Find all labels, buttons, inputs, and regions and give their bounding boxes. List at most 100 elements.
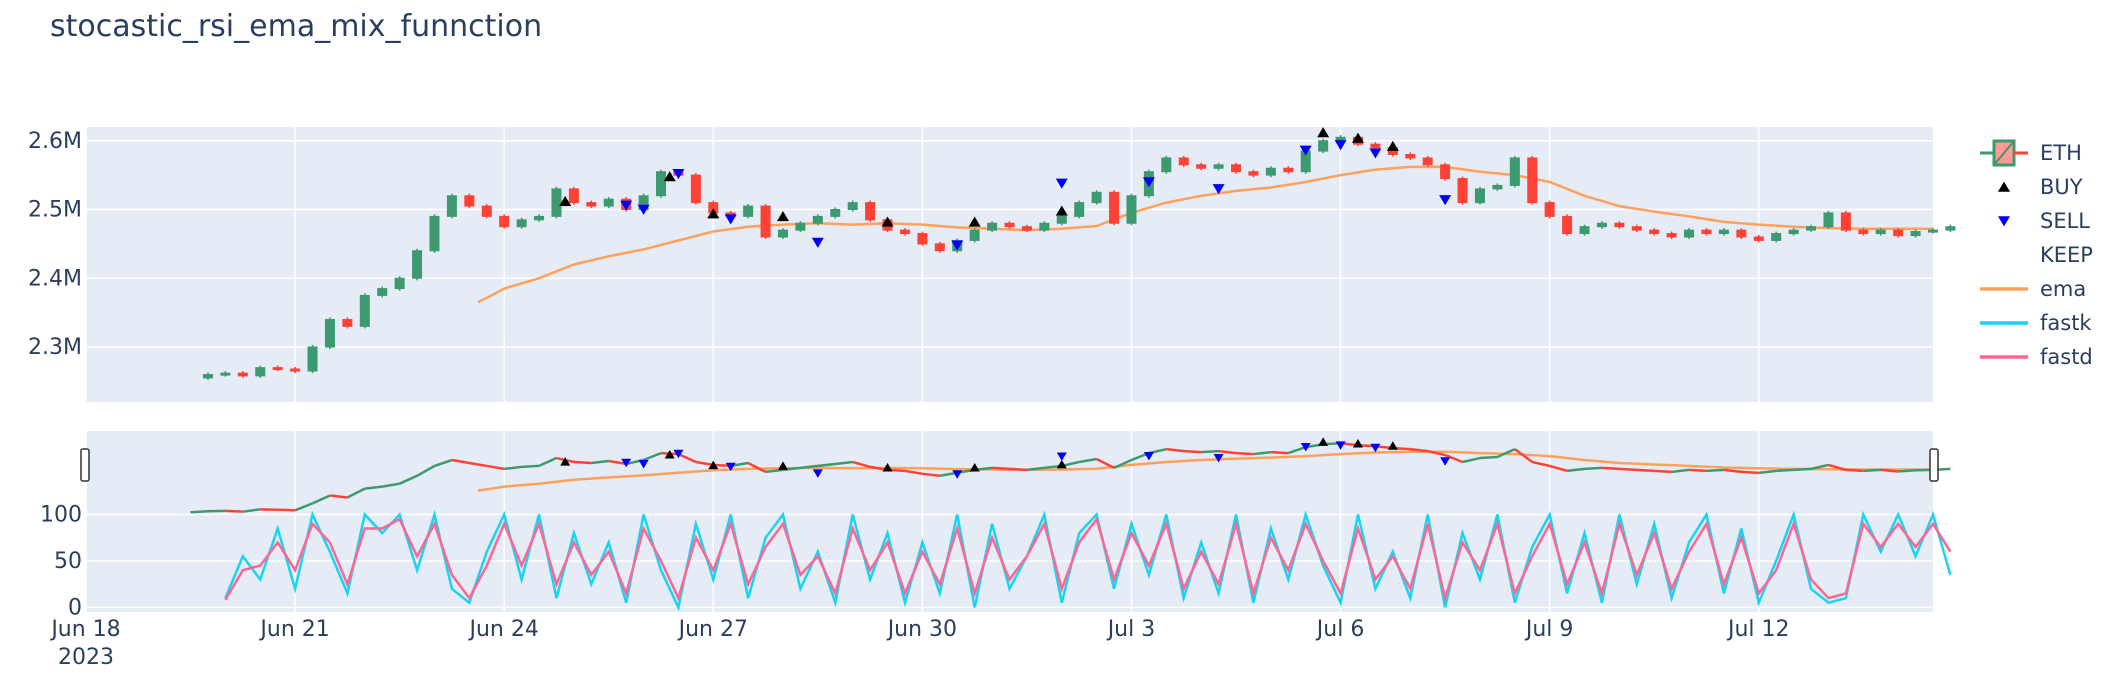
eth-candle-body xyxy=(1788,229,1799,235)
eth-candle-body xyxy=(865,202,876,221)
eth-candle-body xyxy=(812,215,823,224)
eth-candle-body xyxy=(1283,167,1294,173)
eth-overlay-segment xyxy=(765,468,784,474)
eth-overlay-segment xyxy=(1201,449,1219,454)
eth-candle-body xyxy=(1736,229,1747,238)
eth-overlay-segment xyxy=(1636,468,1655,473)
eth-candle-body xyxy=(1614,222,1625,228)
eth-overlay-segment xyxy=(1619,467,1637,472)
eth-overlay-segment xyxy=(190,510,209,514)
eth-overlay-segment xyxy=(1183,449,1202,454)
eth-candle-body xyxy=(1265,167,1276,176)
eth-candle-body xyxy=(324,319,335,348)
eth-candle-body xyxy=(1004,222,1015,228)
eth-candle-body xyxy=(446,195,457,217)
eth-overlay-segment xyxy=(1776,468,1794,473)
eth-candle-body xyxy=(1370,143,1381,149)
eth-overlay-segment xyxy=(225,509,243,513)
eth-candle-body xyxy=(1649,229,1660,235)
eth-overlay-segment xyxy=(1410,447,1428,453)
eth-overlay-segment xyxy=(1584,466,1603,471)
x-axis: Jun 18 2023 Jun 21 Jun 24 Jun 27 Jun 30 Jul 3 J… xyxy=(49,617,1789,670)
eth-candle-body xyxy=(1248,171,1259,176)
eth-overlay-segment xyxy=(434,458,453,468)
eth-candle-body xyxy=(1771,233,1782,241)
range-slider-right-handle[interactable] xyxy=(1929,448,1939,482)
sell-marker xyxy=(811,237,824,248)
eth-candle-body xyxy=(1422,157,1433,166)
eth-candle-body xyxy=(551,188,562,217)
legend-sell-symbol xyxy=(1998,216,2010,227)
buy-marker xyxy=(663,171,676,182)
buy-marker xyxy=(1317,127,1330,138)
eth-overlay-segment xyxy=(1880,468,1899,473)
eth-overlay-segment xyxy=(399,474,418,485)
eth-candle-body xyxy=(743,205,754,217)
sell-marker xyxy=(1369,148,1382,159)
eth-overlay-segment xyxy=(1793,467,1812,472)
eth-candle-body xyxy=(1318,140,1329,152)
sell-overlay-marker xyxy=(1300,442,1311,452)
sell-marker xyxy=(1299,145,1312,156)
eth-candle-body xyxy=(690,174,701,204)
sell-marker xyxy=(951,240,964,251)
eth-candle-body xyxy=(1405,154,1416,159)
eth-overlay-segment xyxy=(677,452,697,464)
eth-candle-body xyxy=(1109,191,1120,224)
buy-marker xyxy=(707,208,720,219)
eth-candle-body xyxy=(1440,164,1451,180)
price-y-tick-label: 2.6M xyxy=(28,129,82,154)
eth-overlay-segment xyxy=(242,508,261,513)
eth-candle-body xyxy=(603,198,614,207)
price-panel-background xyxy=(86,127,1933,402)
eth-overlay-segment xyxy=(1270,450,1289,455)
eth-candle-body xyxy=(1126,195,1137,224)
sell-marker xyxy=(637,204,650,215)
sell-overlay-marker xyxy=(1213,454,1224,463)
eth-overlay-segment xyxy=(1828,463,1847,472)
eth-candle-body xyxy=(1666,233,1677,238)
eth-candle-body xyxy=(1596,222,1607,228)
eth-candle-body xyxy=(1091,191,1102,204)
eth-overlay-segment xyxy=(1078,457,1097,464)
eth-overlay-segment xyxy=(643,451,662,462)
eth-overlay-segment xyxy=(1287,446,1307,455)
eth-candle-body xyxy=(1631,226,1642,231)
eth-candle-body xyxy=(1457,178,1468,204)
legend-entry-label: fastk xyxy=(2040,311,2092,335)
eth-overlay-segment xyxy=(904,469,923,476)
eth-candle-body xyxy=(1875,229,1886,235)
eth-candle-body xyxy=(202,374,213,379)
eth-candle-body xyxy=(777,229,788,238)
range-slider-left-handle[interactable] xyxy=(80,448,90,482)
eth-candle-body xyxy=(464,195,475,207)
legend-entry-label: KEEP xyxy=(2040,243,2093,267)
eth-candle-body xyxy=(795,222,806,231)
legend-entry-label: BUY xyxy=(2040,175,2083,199)
eth-overlay-segment xyxy=(992,466,1010,471)
eth-candle-body xyxy=(1213,164,1224,169)
buy-marker xyxy=(559,195,572,207)
buy-marker xyxy=(1351,132,1364,143)
legend-entry-label: ema xyxy=(2040,277,2086,301)
buy-overlay-marker xyxy=(969,463,980,472)
eth-overlay-segment xyxy=(1531,460,1550,468)
eth-candle-body xyxy=(394,277,405,290)
eth-overlay-segment xyxy=(1863,468,1881,473)
eth-overlay-segment xyxy=(1514,448,1533,463)
eth-overlay-segment xyxy=(922,472,940,478)
legend-entry-label: ETH xyxy=(2040,141,2082,165)
buy-marker xyxy=(881,216,894,227)
eth-candle-body xyxy=(1039,222,1050,231)
eth-candle-body xyxy=(1161,157,1172,173)
sell-marker xyxy=(1334,140,1347,151)
eth-overlay-segment xyxy=(1549,464,1568,473)
legend-buy-symbol xyxy=(1998,181,2010,192)
eth-overlay-segment xyxy=(538,456,557,468)
eth-overlay-segment xyxy=(1758,469,1777,475)
eth-candle-body xyxy=(917,233,928,245)
eth-candle-body xyxy=(499,215,510,228)
eth-overlay-segment xyxy=(1009,467,1027,472)
eth-overlay-segment xyxy=(346,487,366,499)
x-tick-label: Jul 9 xyxy=(1524,617,1574,642)
